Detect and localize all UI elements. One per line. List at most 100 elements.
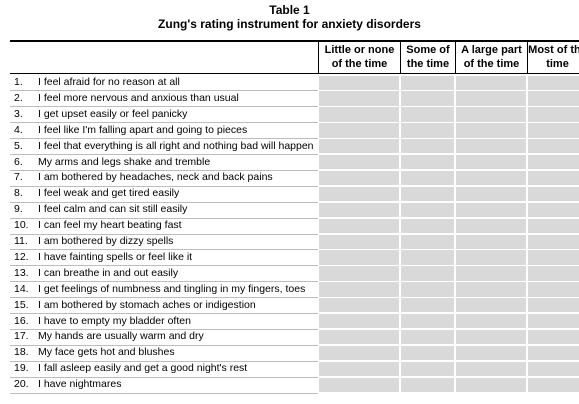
row-rule: [10, 360, 318, 362]
answer-cell: [456, 170, 526, 186]
answer-cell: [319, 282, 399, 297]
answer-cell: [319, 345, 399, 361]
answer-cell: [319, 155, 399, 170]
row-text: My arms and legs shake and tremble: [38, 155, 211, 168]
row-rule: [10, 138, 318, 140]
row-rule: [10, 122, 318, 124]
row-number: 11.: [14, 235, 28, 247]
answer-cell: [528, 329, 579, 345]
row-text: My hands are usually warm and dry: [38, 330, 204, 343]
answer-cell: [528, 266, 579, 281]
answer-cell: [528, 170, 579, 186]
answer-cell: [528, 202, 579, 218]
row-rule: [10, 313, 318, 314]
answer-cell: [401, 218, 454, 233]
answer-cell: [401, 123, 454, 138]
answer-cell: [401, 202, 454, 218]
answer-cell: [528, 234, 579, 249]
row-number: 14.: [14, 282, 29, 295]
answer-cell: [456, 329, 526, 345]
answer-cell: [401, 139, 454, 154]
answer-cell: [319, 266, 399, 281]
row-text: I am bothered by headaches, neck and bac…: [38, 171, 273, 184]
answer-cell: [319, 107, 399, 122]
answer-cell: [401, 107, 454, 122]
answer-cell: [319, 139, 399, 154]
column-header: A large part of the time: [461, 44, 522, 70]
row-text: I am bothered by dizzy spells: [38, 235, 174, 247]
answer-cell: [456, 234, 526, 249]
row-text: I feel weak and get tired easily: [38, 187, 180, 200]
answer-cell: [456, 218, 526, 233]
answer-cell: [401, 186, 454, 202]
answer-cell: [319, 186, 399, 202]
row-number: 3.: [14, 107, 23, 120]
answer-cell: [456, 377, 526, 392]
row-number: 18.: [14, 346, 29, 359]
column-header: Most of the time: [528, 44, 579, 70]
column-divider: [400, 40, 401, 74]
answer-cell: [456, 107, 526, 122]
answer-cell: [456, 91, 526, 106]
answer-cell: [528, 377, 579, 392]
row-number: 2.: [14, 91, 23, 104]
answer-cell: [319, 75, 399, 90]
answer-cell: [456, 361, 526, 377]
row-rule: [10, 201, 318, 203]
row-text: I have fainting spells or feel like it: [38, 250, 193, 263]
answer-cell: [319, 314, 399, 329]
row-number: 10.: [14, 219, 29, 232]
answer-cell: [456, 266, 526, 281]
row-rule: [10, 217, 318, 219]
answer-cell: [319, 298, 399, 313]
column-divider: [318, 40, 319, 74]
header-top-rule: [10, 40, 579, 42]
answer-cell: [319, 250, 399, 265]
answer-cell: [401, 345, 454, 361]
answer-cell: [401, 377, 454, 392]
answer-cell: [528, 186, 579, 202]
row-number: 13.: [14, 266, 29, 279]
answer-cell: [401, 361, 454, 377]
answer-cell: [528, 250, 579, 265]
row-number: 7.: [14, 171, 23, 184]
row-text: I feel like I'm falling apart and going …: [38, 123, 248, 136]
row-text: I feel more nervous and anxious than usu…: [38, 91, 239, 104]
answer-cell: [528, 218, 579, 233]
header-bottom-rule: [10, 73, 579, 74]
row-text: I feel calm and can sit still easily: [38, 203, 188, 216]
row-rule: [10, 154, 318, 155]
answer-cell: [456, 186, 526, 202]
row-rule: [10, 344, 318, 346]
answer-cell: [401, 170, 454, 186]
row-rule: [10, 169, 318, 171]
row-number: 1.: [14, 76, 23, 88]
row-number: 6.: [14, 155, 23, 168]
table-subtitle: Zung's rating instrument for anxiety dis…: [158, 17, 421, 31]
row-text: My face gets hot and blushes: [38, 346, 175, 359]
row-rule: [10, 376, 318, 378]
answer-cell: [401, 329, 454, 345]
row-rule: [10, 233, 318, 235]
answer-cell: [401, 75, 454, 90]
answer-cell: [319, 234, 399, 249]
answer-cell: [528, 123, 579, 138]
row-rule: [10, 249, 318, 251]
answer-cell: [401, 250, 454, 265]
table: Little or none of the time Some of the ti…: [10, 40, 579, 400]
answer-cell: [456, 155, 526, 170]
answer-cell: [319, 329, 399, 345]
answer-cell: [319, 123, 399, 138]
column-header: Some of the time: [406, 44, 450, 70]
answer-cell: [401, 266, 454, 281]
answer-cell: [319, 91, 399, 106]
row-number: 19.: [14, 362, 29, 375]
answer-cell: [319, 361, 399, 377]
answer-cell: [528, 75, 579, 90]
answer-cell: [401, 298, 454, 313]
table-title: Table 1: [269, 3, 310, 17]
row-rule: [10, 392, 318, 394]
row-rule: [10, 281, 318, 283]
row-number: 12.: [14, 250, 29, 263]
row-text: I have to empty my bladder often: [38, 314, 191, 327]
